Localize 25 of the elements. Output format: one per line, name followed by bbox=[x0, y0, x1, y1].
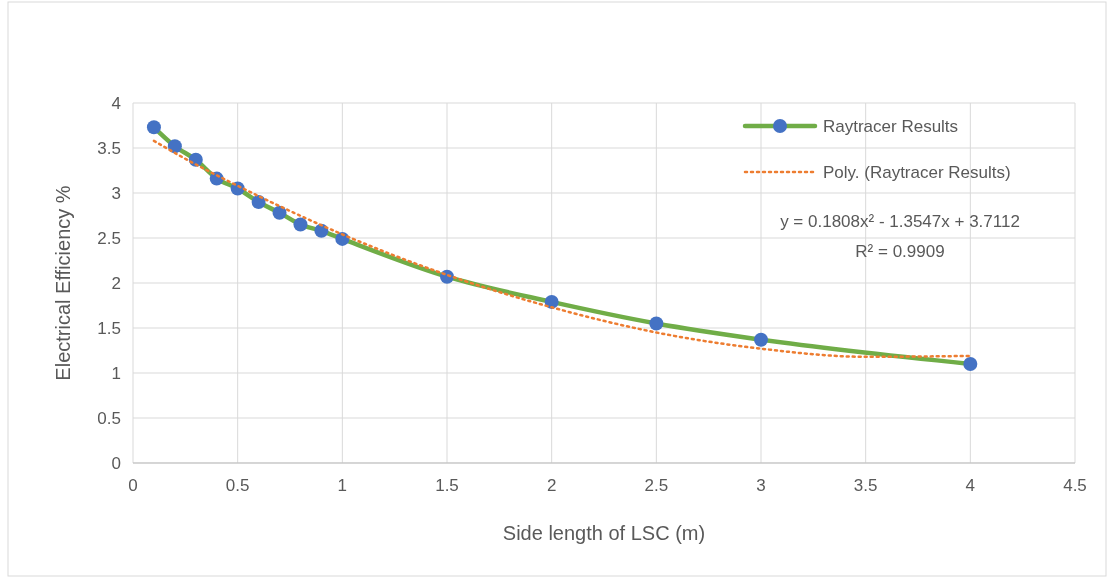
y-tick-label: 3.5 bbox=[97, 139, 121, 158]
annotation: R² = 0.9909 bbox=[855, 242, 945, 261]
y-tick-label: 3 bbox=[111, 184, 121, 203]
y-tick-label: 1 bbox=[111, 364, 121, 383]
y-tick-label: 0.5 bbox=[97, 409, 121, 428]
x-tick-label: 0.5 bbox=[225, 476, 250, 495]
annotation: y = 0.1808x² - 1.3547x + 3.7112 bbox=[780, 212, 1020, 231]
x-axis-title: Side length of LSC (m) bbox=[502, 522, 706, 544]
x-tick-label: 4.5 bbox=[1063, 476, 1087, 495]
y-tick-label: 0 bbox=[111, 454, 121, 473]
x-tick-label: 1.5 bbox=[435, 476, 459, 495]
x-tick-label: 2 bbox=[546, 476, 557, 495]
y-tick-label: 2 bbox=[111, 274, 121, 293]
x-tick-label: 1 bbox=[337, 476, 348, 495]
y-tick-label: 2.5 bbox=[97, 229, 121, 248]
x-tick-label: 0 bbox=[128, 476, 138, 495]
legend-label: Poly. (Raytracer Results) bbox=[823, 163, 1011, 182]
y-tick-label: 1.5 bbox=[97, 319, 121, 338]
x-tick-label: 3.5 bbox=[853, 476, 878, 495]
x-tick-label: 4 bbox=[965, 476, 976, 495]
legend-label: Raytracer Results bbox=[823, 117, 959, 136]
y-axis-title: Electrical Efficiency % bbox=[52, 185, 74, 381]
x-tick-label: 2.5 bbox=[644, 476, 669, 495]
x-tick-label: 3 bbox=[756, 476, 766, 495]
y-tick-label: 4 bbox=[111, 94, 121, 113]
